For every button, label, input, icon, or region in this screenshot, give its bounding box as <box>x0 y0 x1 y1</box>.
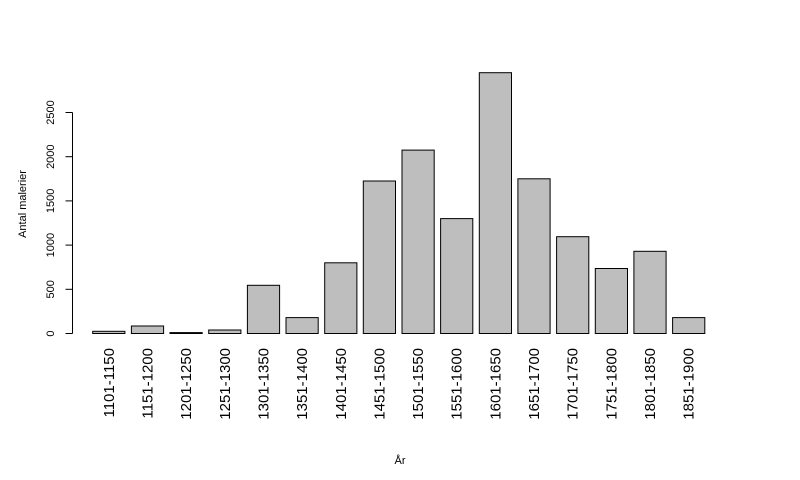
bar-1751-1800 <box>594 268 628 334</box>
bar-1651-1700 <box>517 178 551 334</box>
x-tick-label-1401-1450: 1401-1450 <box>333 348 350 420</box>
bar-1801-1850 <box>633 250 667 334</box>
x-tick-labels: 1101-1150 1151-1200 1201-1250 1251-1300 1301… <box>101 348 698 420</box>
y-axis: 0 500 1000 1500 2000 2500 <box>45 100 73 337</box>
x-tick-label-1451-1500: 1451-1500 <box>371 348 388 420</box>
x-tick-label-1101-1150: 1101-1150 <box>101 348 118 418</box>
bar-1401-1450 <box>324 262 358 334</box>
x-tick-label-1301-1350: 1301-1350 <box>256 348 273 420</box>
bar-1601-1650 <box>478 72 512 334</box>
x-tick-label-1551-1600: 1551-1600 <box>449 348 466 420</box>
y-tick-label-1000: 1000 <box>45 233 57 257</box>
bar-1101-1150 <box>92 330 126 334</box>
bar-1501-1550 <box>401 149 435 334</box>
x-tick-label-1701-1750: 1701-1750 <box>565 348 582 420</box>
bar-1451-1500 <box>362 180 396 334</box>
y-tick-label-2500: 2500 <box>45 100 57 124</box>
x-tick-label-1201-1250: 1201-1250 <box>178 348 195 420</box>
bar-1351-1400 <box>285 317 319 335</box>
y-tick-label-2000: 2000 <box>45 144 57 168</box>
y-tick-label-500: 500 <box>45 280 57 298</box>
x-tick-label-1751-1800: 1751-1800 <box>603 348 620 420</box>
y-tick-label-0: 0 <box>45 330 57 336</box>
x-tick-label-1801-1850: 1801-1850 <box>642 348 659 420</box>
x-tick-label-1851-1900: 1851-1900 <box>681 348 698 420</box>
bar-1851-1900 <box>672 317 706 335</box>
bar-1251-1300 <box>208 329 242 334</box>
x-tick-label-1151-1200: 1151-1200 <box>140 348 157 419</box>
bar-1551-1600 <box>440 218 474 335</box>
y-axis-title: Antal malerier <box>17 170 29 238</box>
x-axis-title: År <box>395 454 406 467</box>
bar-1701-1750 <box>556 236 590 334</box>
bar-1151-1200 <box>130 325 165 334</box>
x-tick-label-1251-1300: 1251-1300 <box>217 348 234 420</box>
x-tick-label-1501-1550: 1501-1550 <box>410 348 427 420</box>
bar-1301-1350 <box>246 284 281 334</box>
x-tick-label-1601-1650: 1601-1650 <box>487 348 504 420</box>
x-tick-label-1651-1700: 1651-1700 <box>526 348 543 420</box>
bar-1201-1250 <box>169 332 203 335</box>
y-tick-label-1500: 1500 <box>45 189 57 213</box>
x-tick-label-1351-1400: 1351-1400 <box>294 348 311 420</box>
bars-group <box>92 72 706 335</box>
